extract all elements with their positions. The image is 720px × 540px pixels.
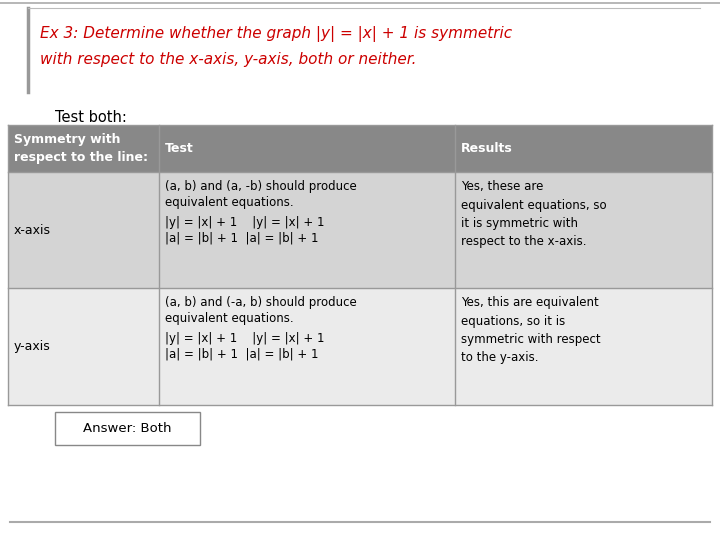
Text: equivalent equations.: equivalent equations. bbox=[166, 312, 294, 325]
Bar bbox=[8, 288, 712, 405]
Bar bbox=[8, 172, 712, 288]
Text: x-axis: x-axis bbox=[14, 224, 51, 237]
Bar bbox=[8, 125, 712, 172]
Text: (a, b) and (a, -b) should produce: (a, b) and (a, -b) should produce bbox=[166, 180, 357, 193]
Text: Test both:: Test both: bbox=[55, 110, 127, 125]
Text: Answer: Both: Answer: Both bbox=[84, 422, 172, 435]
Text: Ex 3: Determine whether the graph |y| = |x| + 1 is symmetric: Ex 3: Determine whether the graph |y| = … bbox=[40, 26, 512, 42]
Text: Yes, these are
equivalent equations, so
it is symmetric with
respect to the x-ax: Yes, these are equivalent equations, so … bbox=[461, 180, 607, 248]
Text: Yes, this are equivalent
equations, so it is
symmetric with respect
to the y-axi: Yes, this are equivalent equations, so i… bbox=[461, 296, 600, 364]
Text: Results: Results bbox=[461, 142, 513, 155]
Text: |y| = |x| + 1    |y| = |x| + 1: |y| = |x| + 1 |y| = |x| + 1 bbox=[166, 216, 325, 229]
Text: |a| = |b| + 1  |a| = |b| + 1: |a| = |b| + 1 |a| = |b| + 1 bbox=[166, 348, 319, 361]
Bar bbox=[55, 412, 200, 445]
Text: y-axis: y-axis bbox=[14, 340, 50, 353]
Text: with respect to the x-axis, y-axis, both or neither.: with respect to the x-axis, y-axis, both… bbox=[40, 52, 416, 67]
Text: Test: Test bbox=[166, 142, 194, 155]
Text: Symmetry with
respect to the line:: Symmetry with respect to the line: bbox=[14, 133, 148, 164]
Text: |y| = |x| + 1    |y| = |x| + 1: |y| = |x| + 1 |y| = |x| + 1 bbox=[166, 332, 325, 345]
Text: equivalent equations.: equivalent equations. bbox=[166, 196, 294, 209]
Text: |a| = |b| + 1  |a| = |b| + 1: |a| = |b| + 1 |a| = |b| + 1 bbox=[166, 232, 319, 245]
Text: (a, b) and (-a, b) should produce: (a, b) and (-a, b) should produce bbox=[166, 296, 357, 309]
